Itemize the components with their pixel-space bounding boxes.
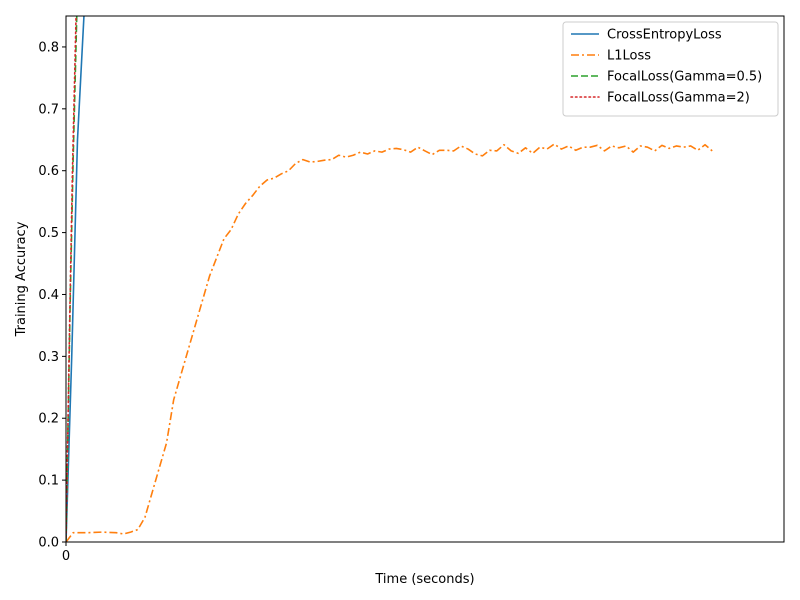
x-tick-label: 0 [62, 549, 70, 564]
legend-label-1: L1Loss [607, 49, 651, 64]
y-axis-label: Training Accuracy [14, 221, 29, 337]
y-tick-label: 0.1 [38, 474, 59, 489]
plot-frame [65, 15, 785, 543]
y-tick-label: 0.3 [38, 350, 59, 365]
legend: CrossEntropyLoss L1Loss FocalLoss(Gamma=0.… [562, 21, 779, 117]
y-tick-label: 0.2 [38, 412, 59, 427]
series-line-1 [66, 143, 713, 542]
y-tick-label: 0.6 [38, 164, 59, 179]
series-line-2 [66, 16, 78, 542]
y-tick-label: 0.0 [38, 536, 59, 551]
series-layer [66, 16, 713, 542]
legend-label-0: CrossEntropyLoss [607, 28, 722, 43]
legend-label-3: FocalLoss(Gamma=2) [607, 91, 750, 106]
x-axis-label: Time (seconds) [374, 572, 474, 587]
legend-label-2: FocalLoss(Gamma=0.5) [607, 70, 762, 85]
series-line-0 [66, 16, 85, 542]
legend-box [562, 21, 779, 117]
ticks-layer: 0.0 0.1 0.2 0.3 0.4 0.5 0.6 0.7 0.8 0 [38, 40, 70, 564]
y-tick-label: 0.5 [38, 226, 59, 241]
y-tick-label: 0.7 [38, 102, 59, 117]
y-tick-label: 0.8 [38, 40, 59, 55]
y-tick-label: 0.4 [38, 288, 59, 303]
series-line-3 [66, 16, 77, 542]
